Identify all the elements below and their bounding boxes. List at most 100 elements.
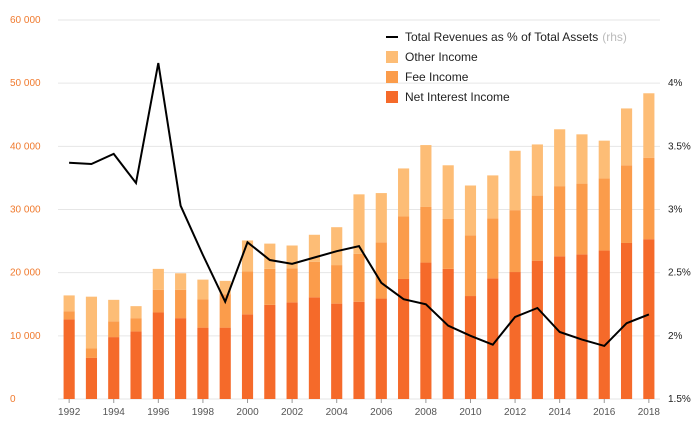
left-axis: 0 10 000 20 000 30 000 40 000 50 000 60 000 xyxy=(10,15,41,405)
bar-net-interest-income-2003 xyxy=(308,297,320,399)
bar-net-interest-income-2001 xyxy=(264,304,276,399)
bar-fee-income-2004 xyxy=(331,265,343,304)
bar-net-interest-income-1995 xyxy=(130,331,142,399)
legend-label: Other Income xyxy=(405,50,478,64)
right-tick-label: 3% xyxy=(668,205,683,216)
legend-item: Other Income xyxy=(386,50,478,64)
left-tick-label: 10 000 xyxy=(10,331,41,342)
right-tick-label: 3.5% xyxy=(668,141,691,152)
bar-other-income-2016 xyxy=(598,140,610,179)
right-tick-label: 2.5% xyxy=(668,268,691,279)
bar-fee-income-2006 xyxy=(375,242,387,299)
bar-fee-income-2013 xyxy=(531,195,543,261)
bar-fee-income-1992 xyxy=(63,311,75,320)
legend-label: Total Revenues as % of Total Assets (rhs) xyxy=(405,30,627,44)
bar-fee-income-2011 xyxy=(487,218,499,279)
bar-fee-income-2008 xyxy=(420,206,432,263)
bar-fee-income-2014 xyxy=(554,186,566,257)
x-tick-label: 2004 xyxy=(326,407,349,418)
bar-other-income-2006 xyxy=(375,193,387,243)
left-tick-label: 40 000 xyxy=(10,141,41,152)
bar-other-income-1993 xyxy=(85,296,98,349)
x-tick-label: 1996 xyxy=(147,407,170,418)
bar-net-interest-income-2006 xyxy=(375,298,387,399)
bar-fee-income-1994 xyxy=(108,321,120,338)
bar-other-income-1999 xyxy=(219,280,231,295)
bar-other-income-2007 xyxy=(398,168,410,217)
bar-net-interest-income-2008 xyxy=(420,262,432,399)
bar-fee-income-1996 xyxy=(152,289,164,313)
legend: Total Revenues as % of Total Assets (rhs)… xyxy=(386,30,627,104)
x-axis: 1992 1994 1996 1998 2000 2002 2004 2006 2008 2010… xyxy=(58,399,660,418)
bar-other-income-1996 xyxy=(152,268,164,290)
bar-other-income-2009 xyxy=(442,165,454,219)
left-tick-label: 0 xyxy=(10,394,16,405)
bar-net-interest-income-1998 xyxy=(197,327,209,399)
legend-swatch xyxy=(386,71,398,83)
bar-net-interest-income-2002 xyxy=(286,302,298,399)
bar-other-income-2008 xyxy=(420,145,432,207)
bar-other-income-2013 xyxy=(531,144,543,196)
bar-other-income-2011 xyxy=(487,175,499,219)
bar-fee-income-2010 xyxy=(464,235,477,297)
bar-other-income-2012 xyxy=(509,150,521,211)
bar-other-income-1994 xyxy=(108,299,120,322)
bar-net-interest-income-1999 xyxy=(219,327,231,399)
bar-fee-income-2017 xyxy=(620,165,633,243)
right-tick-label: 2% xyxy=(668,331,683,342)
legend-item: Net Interest Income xyxy=(386,90,510,104)
bar-net-interest-income-2012 xyxy=(509,272,521,399)
legend-item: Total Revenues as % of Total Assets (rhs) xyxy=(386,30,627,44)
left-tick-label: 50 000 xyxy=(10,78,41,89)
bar-net-interest-income-1993 xyxy=(85,357,98,399)
x-tick-label: 1992 xyxy=(58,407,81,418)
bar-other-income-2001 xyxy=(264,243,276,269)
legend-item: Fee Income xyxy=(386,70,469,84)
bar-net-interest-income-2014 xyxy=(554,256,566,399)
bar-net-interest-income-2011 xyxy=(487,278,499,399)
bar-net-interest-income-2010 xyxy=(464,296,477,399)
bar-net-interest-income-2007 xyxy=(398,278,410,399)
bar-fee-income-1995 xyxy=(130,318,142,332)
bar-net-interest-income-2017 xyxy=(620,242,633,399)
x-tick-label: 1998 xyxy=(192,407,215,418)
bar-other-income-2000 xyxy=(241,240,254,272)
bar-other-income-2005 xyxy=(353,194,365,254)
bar-net-interest-income-2004 xyxy=(331,303,343,399)
left-tick-label: 60 000 xyxy=(10,15,41,26)
bar-other-income-2003 xyxy=(308,234,320,262)
bar-net-interest-income-2018 xyxy=(643,239,655,399)
bar-net-interest-income-2016 xyxy=(598,250,610,399)
x-tick-label: 2002 xyxy=(281,407,304,418)
line-series xyxy=(69,62,650,348)
bar-net-interest-income-2015 xyxy=(576,254,588,399)
bar-fee-income-2000 xyxy=(241,271,254,315)
x-tick-label: 2008 xyxy=(415,407,438,418)
bar-fee-income-1998 xyxy=(197,299,209,328)
legend-label: Fee Income xyxy=(405,70,469,84)
bar-other-income-2014 xyxy=(554,129,566,187)
right-tick-label: 4% xyxy=(668,78,683,89)
bar-net-interest-income-1992 xyxy=(63,319,75,399)
bar-other-income-1992 xyxy=(63,295,75,312)
bar-other-income-1997 xyxy=(175,273,187,290)
x-tick-label: 2016 xyxy=(593,407,616,418)
x-tick-label: 2006 xyxy=(370,407,393,418)
bar-fee-income-1993 xyxy=(85,348,98,358)
bar-other-income-2015 xyxy=(576,134,588,184)
legend-swatch xyxy=(386,51,398,63)
left-tick-label: 20 000 xyxy=(10,268,41,279)
bar-net-interest-income-1996 xyxy=(152,312,164,399)
bar-net-interest-income-2005 xyxy=(353,301,365,399)
bar-other-income-2010 xyxy=(464,185,477,236)
legend-swatch xyxy=(386,91,398,103)
bar-fee-income-2009 xyxy=(442,218,454,269)
bar-fee-income-2007 xyxy=(398,216,410,279)
bar-fee-income-1999 xyxy=(219,294,231,328)
bar-net-interest-income-2000 xyxy=(241,314,254,399)
bar-fee-income-2018 xyxy=(643,157,655,240)
bar-net-interest-income-1997 xyxy=(175,318,187,399)
right-axis: 1.5% 2% 2.5% 3% 3.5% 4% xyxy=(668,78,691,405)
